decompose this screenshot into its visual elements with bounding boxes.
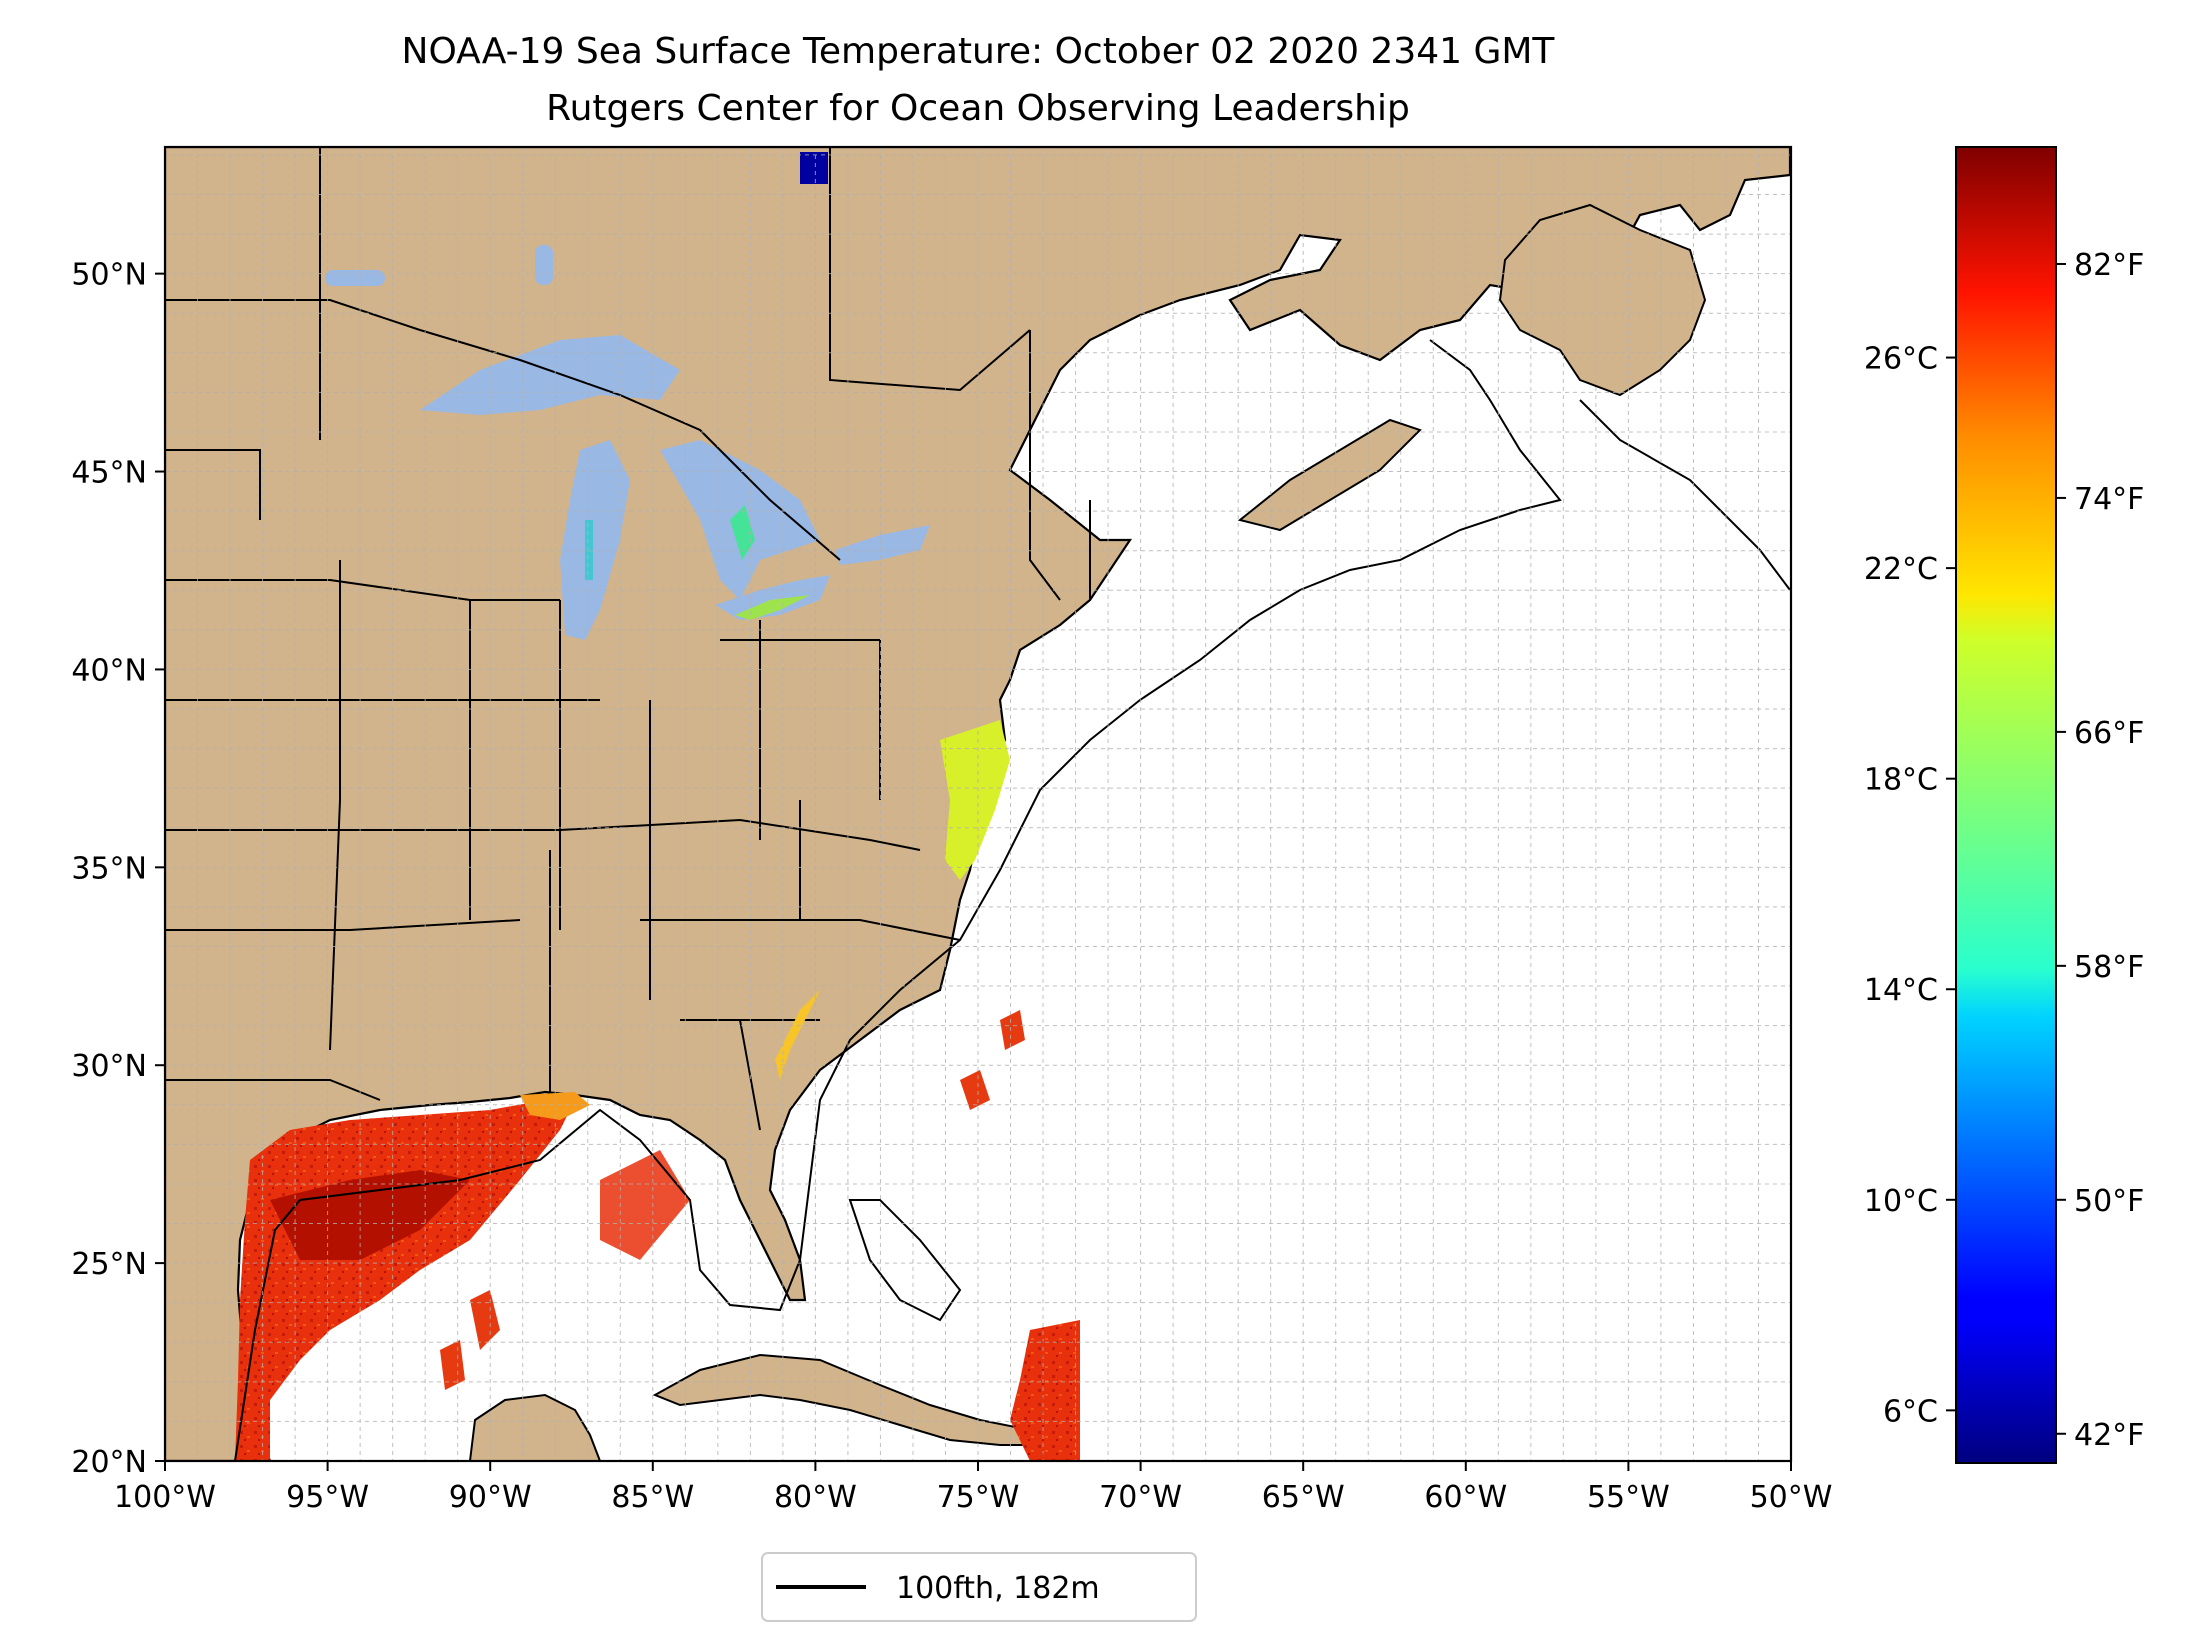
fahrenheit-tick-label: 58°F: [2074, 950, 2144, 985]
political-borders: [165, 147, 1091, 1131]
land-yucatan: [468, 1393, 602, 1461]
fahrenheit-tick-label: 74°F: [2074, 482, 2144, 517]
lon-tick-label: 50°W: [1750, 1480, 1833, 1515]
lon-tick-label: 55°W: [1587, 1480, 1670, 1515]
lon-tick-label: 85°W: [611, 1480, 694, 1515]
title-line-1: NOAA-19 Sea Surface Temperature: October…: [402, 31, 1556, 72]
lon-axis: 100°W 95°W 90°W 85°W 80°W 75°W 70°W 65°W 60°W 55°…: [114, 1461, 1832, 1515]
celsius-tick-label: 10°C: [1864, 1184, 1938, 1219]
sst-west-florida: [600, 1150, 690, 1260]
isobath-100fth: [234, 339, 1562, 1461]
legend-label: 100fth, 182m: [896, 1571, 1100, 1606]
lat-tick-label: 25°N: [71, 1247, 147, 1282]
land-nova-scotia: [1237, 418, 1422, 532]
sst-gulf-north: [520, 1092, 590, 1120]
legend-box: [761, 1552, 1197, 1622]
map: [165, 147, 1791, 1461]
lon-tick-label: 80°W: [774, 1480, 857, 1515]
lat-tick-label: 45°N: [71, 456, 147, 491]
lat-tick-label: 35°N: [71, 851, 147, 886]
great-lakes-sst: [585, 505, 810, 620]
sst-carolina: [775, 990, 820, 1080]
sst-gulf-warm: [270, 1170, 470, 1260]
legend: 100fth, 182m: [761, 1552, 1197, 1622]
fahrenheit-tick-label: 82°F: [2074, 248, 2144, 283]
lon-tick-label: 75°W: [937, 1480, 1020, 1515]
lat-tick-label: 30°N: [71, 1049, 147, 1084]
isobath-bahamas: [848, 1199, 962, 1322]
title-line-2: Rutgers Center for Ocean Observing Leade…: [546, 88, 1410, 129]
lon-tick-label: 100°W: [114, 1480, 216, 1515]
lat-axis: 20°N 25°N 30°N 35°N 40°N 45°N 50°N: [71, 258, 165, 1480]
lon-tick-label: 70°W: [1099, 1480, 1182, 1515]
lon-tick-label: 65°W: [1262, 1480, 1345, 1515]
lon-tick-label: 90°W: [449, 1480, 532, 1515]
celsius-tick-label: 14°C: [1864, 973, 1938, 1008]
celsius-tick-label: 18°C: [1864, 763, 1938, 798]
fahrenheit-tick-label: 42°F: [2074, 1418, 2144, 1453]
celsius-tick-label: 6°C: [1883, 1394, 1938, 1429]
colorbar-gradient: [1955, 146, 2057, 1464]
lat-tick-label: 50°N: [71, 258, 147, 293]
celsius-tick-label: 22°C: [1864, 552, 1938, 587]
lat-tick-label: 20°N: [71, 1445, 147, 1480]
celsius-tick-label: 26°C: [1864, 342, 1938, 377]
lake-cold-patch: [800, 152, 828, 184]
lon-tick-label: 95°W: [286, 1480, 369, 1515]
sst-mid-atlantic: [940, 720, 1010, 880]
colorbar-celsius-axis: 6°C 10°C 14°C 18°C 22°C 26°C: [1864, 342, 1956, 1429]
fahrenheit-tick-label: 50°F: [2074, 1184, 2144, 1219]
isobath-grand-banks: [1579, 399, 1791, 591]
lat-tick-label: 40°N: [71, 653, 147, 688]
gridlines: [165, 147, 1791, 1461]
sst-caribbean: [1010, 1320, 1080, 1461]
land-newfoundland: [1498, 203, 1707, 397]
colorbar-fahrenheit-axis: 42°F 50°F 58°F 66°F 74°F 82°F: [2056, 248, 2144, 1453]
lon-tick-label: 60°W: [1424, 1480, 1507, 1515]
fahrenheit-tick-label: 66°F: [2074, 716, 2144, 751]
